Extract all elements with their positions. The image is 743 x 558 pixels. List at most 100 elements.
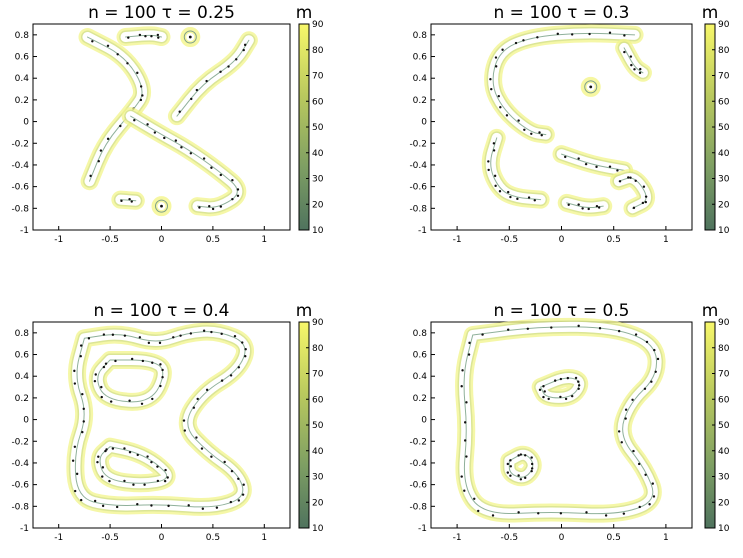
colorbar-tick-label: 80	[718, 344, 730, 354]
sample-point	[235, 58, 238, 61]
sample-point	[73, 445, 77, 448]
sample-point	[128, 197, 131, 201]
sample-point	[651, 482, 654, 485]
sample-point	[644, 195, 648, 198]
sample-point	[202, 329, 206, 332]
sample-point	[530, 467, 534, 470]
chart-title: n = 100 τ = 0.25	[88, 3, 235, 23]
contour-line	[492, 32, 636, 136]
sample-point	[89, 174, 92, 178]
sample-point	[201, 507, 205, 510]
sample-point	[494, 184, 497, 188]
sample-point	[487, 160, 490, 163]
x-tick-label: 1	[261, 235, 267, 245]
y-tick-label: 0.4	[15, 372, 30, 382]
sample-point	[652, 495, 656, 498]
sample-point	[79, 498, 83, 502]
sample-point	[130, 357, 134, 361]
sample-point	[497, 94, 500, 98]
sample-point	[244, 348, 247, 351]
sample-point	[509, 459, 512, 462]
sample-point	[123, 334, 127, 337]
sample-point	[108, 479, 111, 483]
contour-line	[130, 115, 238, 208]
y-tick-label: 0	[23, 416, 29, 426]
y-tick-label: -0.8	[409, 502, 427, 512]
y-tick-label: 0.2	[15, 394, 29, 404]
sample-point	[595, 205, 599, 208]
colorbar-tick-label: 80	[312, 344, 324, 354]
sample-point	[543, 390, 546, 393]
sample-point	[627, 176, 630, 179]
sample-point	[639, 67, 642, 71]
y-tick-label: -1	[418, 226, 427, 236]
sample-point	[202, 157, 206, 160]
sample-point	[146, 455, 149, 458]
sample-point	[584, 162, 588, 166]
sample-point	[477, 509, 480, 513]
sample-point	[506, 328, 510, 331]
sample-point	[101, 475, 104, 478]
sample-point	[195, 88, 199, 92]
y-tick-label: -0.2	[409, 139, 427, 149]
sample-point	[524, 476, 527, 480]
x-tick-label: 0	[559, 235, 565, 245]
sample-point	[123, 479, 126, 483]
sample-point	[111, 333, 115, 336]
sample-point	[644, 200, 647, 204]
y-tick-label: -0.6	[409, 481, 427, 491]
colorbar-tick-label: 70	[718, 72, 730, 82]
sample-point	[526, 327, 530, 330]
x-tick-label: 0	[559, 533, 565, 543]
y-tick-label: 0	[421, 416, 427, 426]
sample-point	[624, 408, 628, 411]
sample-point	[638, 71, 642, 75]
sample-point	[97, 160, 100, 163]
sample-point	[634, 333, 638, 336]
sample-point	[587, 207, 590, 211]
colorbar-tick-label: 70	[312, 370, 324, 380]
sample-point	[243, 43, 247, 47]
sample-point	[643, 387, 647, 390]
sample-point	[236, 194, 240, 197]
contour-group	[455, 317, 666, 523]
sample-point	[516, 197, 519, 201]
sample-point	[468, 341, 471, 345]
sample-point	[540, 134, 543, 137]
x-tick-label: 0.5	[607, 235, 621, 245]
sample-point	[491, 514, 495, 517]
colorbar-tick-label: 10	[312, 524, 324, 534]
y-tick-label: 0.4	[413, 74, 428, 84]
y-tick-label: -0.4	[11, 161, 29, 171]
sample-point	[106, 137, 110, 141]
sample-point	[180, 146, 183, 149]
contour-line	[119, 199, 137, 202]
sample-point	[577, 324, 580, 328]
sample-point	[73, 489, 77, 493]
sample-point	[577, 203, 580, 206]
sample-point	[109, 400, 113, 403]
sample-point	[211, 207, 215, 211]
colorbar-tick-label: 80	[718, 46, 730, 56]
sample-point	[139, 85, 143, 88]
sample-point	[506, 190, 510, 194]
sample-point	[150, 35, 153, 38]
chart-panel-1: -1 -0.5 0 0.5 1 0.8 0.6 0.4 0.2 0 -0.2 -0.4 -0.6 -0.8…	[11, 3, 323, 245]
sample-point	[132, 483, 135, 486]
sample-point	[158, 341, 162, 345]
colorbar-tick-label: 70	[312, 72, 324, 82]
sample-point	[93, 499, 97, 503]
sample-point	[97, 455, 100, 458]
y-tick-label: -0.8	[11, 204, 29, 214]
sample-point	[489, 78, 492, 81]
y-tick-label: 0	[421, 118, 427, 128]
sample-point	[642, 185, 646, 188]
sample-point	[629, 176, 632, 179]
sample-point	[530, 462, 534, 466]
sample-point	[156, 479, 160, 483]
sample-point	[104, 362, 108, 365]
y-tick-label: 0.4	[413, 372, 428, 382]
sample-point	[517, 119, 520, 122]
